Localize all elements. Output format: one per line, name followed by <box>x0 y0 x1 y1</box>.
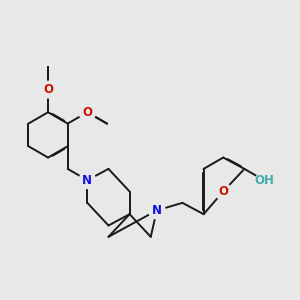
Circle shape <box>256 172 272 188</box>
Circle shape <box>215 183 232 200</box>
Text: O: O <box>82 106 92 119</box>
Circle shape <box>148 202 165 219</box>
Text: N: N <box>152 204 162 217</box>
Circle shape <box>79 172 96 188</box>
Circle shape <box>79 104 96 121</box>
Circle shape <box>40 81 56 98</box>
Text: OH: OH <box>254 174 274 187</box>
Text: N: N <box>82 174 92 187</box>
Text: O: O <box>43 83 53 96</box>
Text: O: O <box>218 185 228 198</box>
